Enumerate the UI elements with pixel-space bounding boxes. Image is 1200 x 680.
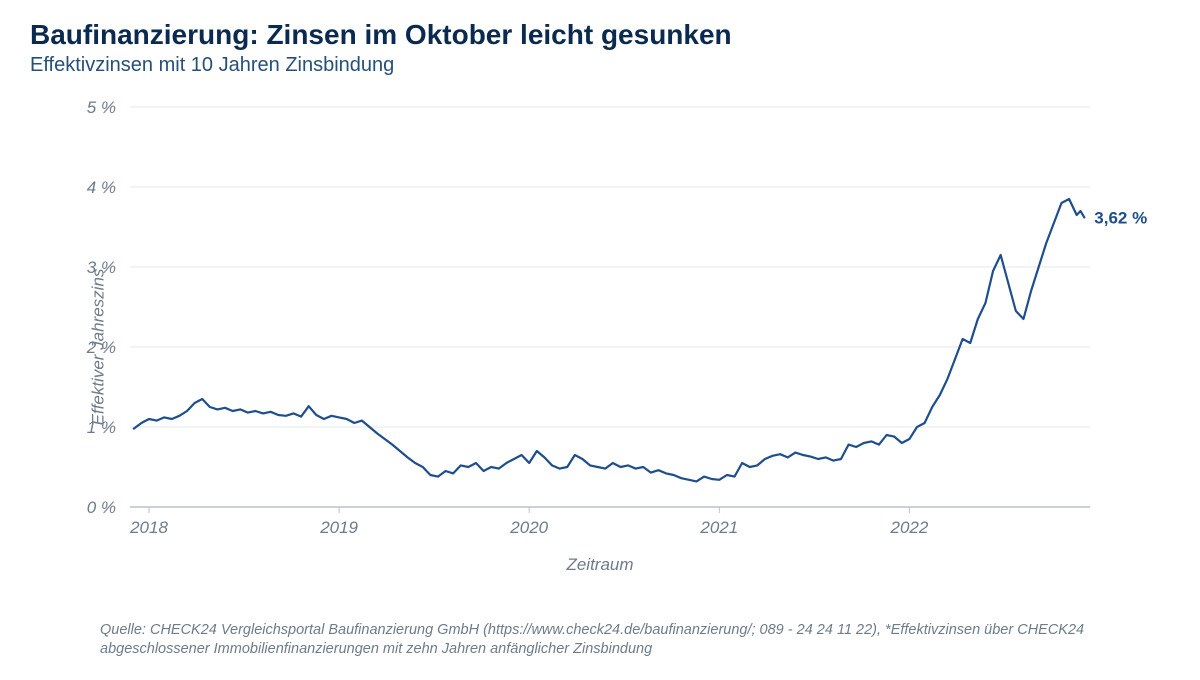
x-tick-label: 2021 (699, 518, 738, 537)
chart-title: Baufinanzierung: Zinsen im Oktober leich… (30, 18, 1170, 52)
chart-subtitle: Effektivzinsen mit 10 Jahren Zinsbindung (30, 54, 1170, 77)
y-axis-label: Effektiver Jahreszins (88, 268, 108, 425)
line-chart-svg: 0 %1 %2 %3 %4 %5 %201820192020202120223,… (30, 97, 1170, 597)
x-axis-label: Zeitraum (566, 555, 633, 575)
x-tick-label: 2019 (319, 518, 358, 537)
interest-rate-line (134, 199, 1085, 481)
y-tick-label: 4 % (87, 178, 116, 197)
endpoint-value-label: 3,62 % (1094, 208, 1147, 227)
x-tick-label: 2018 (129, 518, 168, 537)
y-tick-label: 0 % (87, 498, 116, 517)
y-tick-label: 5 % (87, 98, 116, 117)
x-tick-label: 2022 (889, 518, 928, 537)
source-footnote: Quelle: CHECK24 Vergleichsportal Baufina… (100, 621, 1170, 660)
x-tick-label: 2020 (509, 518, 548, 537)
chart-area: Effektiver Jahreszins 0 %1 %2 %3 %4 %5 %… (30, 97, 1170, 597)
